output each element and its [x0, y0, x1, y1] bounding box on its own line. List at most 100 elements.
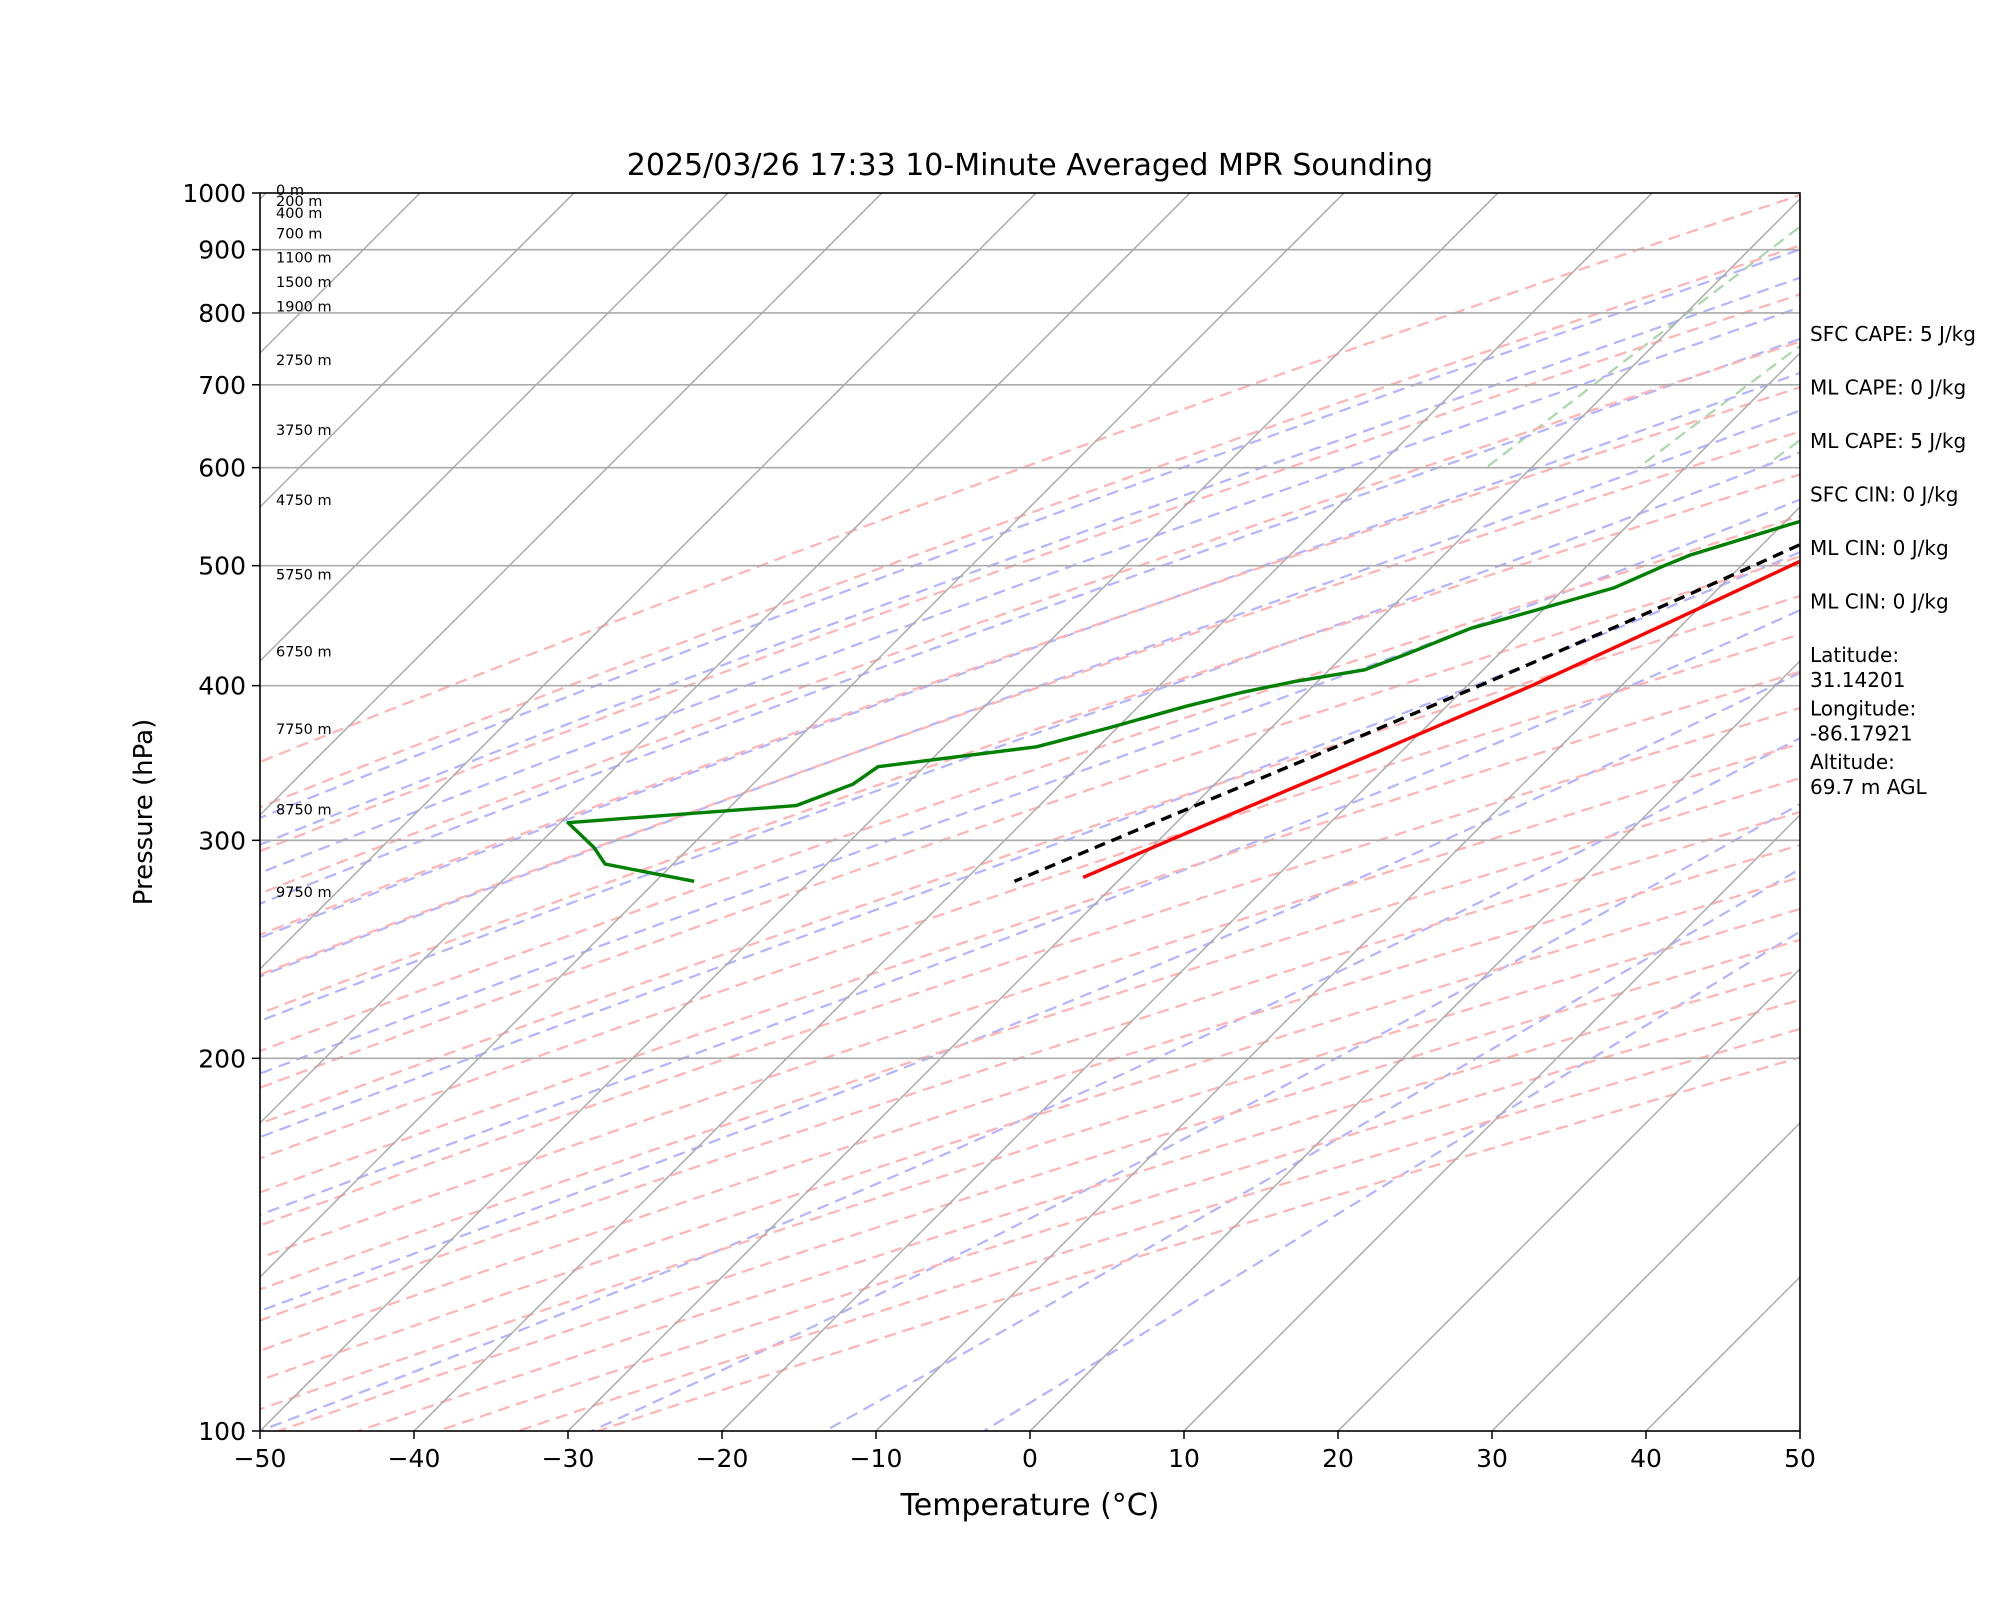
- isotherm-line: [875, 505, 1800, 1431]
- height-label: 6750 m: [276, 644, 332, 660]
- moist-adiabat-line: [591, 802, 1800, 1431]
- parameter-text: SFC CAPE: 5 J/kg: [1810, 322, 1976, 346]
- height-label: 4750 m: [276, 493, 332, 509]
- height-label: 700 m: [276, 227, 322, 243]
- moist-adiabat-line: [260, 550, 1800, 1139]
- height-label: 1500 m: [276, 275, 332, 291]
- parameter-text: ML CAPE: 5 J/kg: [1810, 429, 1966, 453]
- moist-adiabat-line: [260, 671, 1800, 1313]
- isotherm-line: [1029, 659, 1800, 1431]
- height-label: 9750 m: [276, 885, 332, 901]
- y-tick-label: 400: [198, 672, 246, 701]
- y-axis-ticks: 1000 900 800 700 600 500 400 300 200 100: [182, 179, 260, 1446]
- sounding-parameters: SFC CAPE: 5 J/kg ML CAPE: 0 J/kg ML CAPE: …: [1810, 322, 1976, 799]
- y-tick-label: 100: [198, 1417, 246, 1446]
- y-tick-label: 1000: [182, 179, 246, 208]
- isotherm-line: [260, 193, 575, 509]
- isotherm-line: [1337, 967, 1800, 1431]
- x-tick-label: −30: [542, 1444, 595, 1473]
- isotherm-line: [567, 197, 1800, 1431]
- parameter-text: ML CIN: 0 J/kg: [1810, 590, 1949, 614]
- parameter-text: Altitude:: [1810, 750, 1895, 774]
- isotherm-line: [260, 193, 1499, 1431]
- dry-adiabats: [260, 193, 1800, 1431]
- parameter-text: SFC CIN: 0 J/kg: [1810, 483, 1958, 507]
- dry-adiabat-line: [260, 907, 1800, 1411]
- y-tick-label: 300: [198, 826, 246, 855]
- x-axis-ticks: −50 −40 −30 −20 −10 0 10 20 30 40 50: [234, 1431, 1816, 1473]
- isotherm-line: [1491, 1121, 1800, 1431]
- height-label: 7750 m: [276, 722, 332, 738]
- y-tick-label: 500: [198, 552, 246, 581]
- y-tick-label: 900: [198, 236, 246, 265]
- parameter-text: Latitude:: [1810, 643, 1899, 667]
- height-label: 2750 m: [276, 353, 332, 369]
- moist-adiabat-line: [260, 276, 1800, 846]
- y-tick-label: 800: [198, 299, 246, 328]
- height-label: 200 m: [276, 194, 322, 210]
- dry-adiabat-line: [260, 430, 1800, 976]
- x-tick-label: 30: [1476, 1444, 1508, 1473]
- temperature-trace: [1082, 559, 1800, 879]
- parameter-text: ML CAPE: 0 J/kg: [1810, 376, 1966, 400]
- isotherm-line: [260, 193, 1037, 971]
- dry-adiabat-line: [260, 340, 1800, 895]
- height-label: 3750 m: [276, 423, 332, 439]
- sounding-traces: [566, 519, 1800, 883]
- moist-adiabat-line: [260, 248, 1800, 820]
- parameter-text: 31.14201: [1810, 668, 1905, 692]
- moist-adiabat-line: [260, 736, 1800, 1431]
- dry-adiabat-line: [260, 706, 1800, 1227]
- isotherm-line: [260, 193, 1191, 1125]
- isotherm-line: [260, 193, 729, 663]
- y-axis-label: Pressure (hPa): [129, 719, 159, 906]
- moist-adiabat-line: [260, 498, 1800, 1075]
- height-label: 8750 m: [276, 802, 332, 818]
- x-tick-label: −50: [234, 1444, 287, 1473]
- x-tick-label: −10: [850, 1444, 903, 1473]
- dry-adiabat-line: [260, 670, 1800, 1194]
- moist-adiabat-line: [983, 930, 1800, 1431]
- x-tick-label: 0: [1022, 1444, 1038, 1473]
- isotherm-line: [260, 193, 883, 817]
- isotherms: [260, 193, 1800, 1431]
- dewpoint-trace: [566, 519, 1800, 883]
- parameter-text: 69.7 m AGL: [1810, 775, 1928, 799]
- dry-adiabat-line: [260, 193, 1800, 764]
- isobar-gridlines: [260, 248, 1800, 1060]
- moist-adiabat-line: [260, 371, 1800, 939]
- dry-adiabat-line: [260, 776, 1800, 1291]
- height-label: 1100 m: [276, 251, 332, 267]
- isotherm-line: [1183, 813, 1800, 1431]
- dry-adiabat-line: [260, 594, 1800, 1125]
- x-tick-label: 50: [1784, 1444, 1816, 1473]
- height-label: 0 m: [276, 183, 304, 199]
- parameter-text: -86.17921: [1810, 722, 1913, 746]
- dry-adiabat-line: [260, 386, 1800, 936]
- mixing-ratio-line: [1637, 344, 1800, 469]
- x-tick-label: 10: [1168, 1444, 1200, 1473]
- dry-adiabat-line: [260, 633, 1800, 1160]
- x-tick-label: 40: [1630, 1444, 1662, 1473]
- dry-adiabat-line: [260, 293, 1800, 853]
- y-tick-label: 200: [198, 1044, 246, 1073]
- dry-adiabat-line: [260, 843, 1800, 1352]
- isotherm-line: [721, 351, 1800, 1431]
- parameter-text: ML CIN: 0 J/kg: [1810, 536, 1949, 560]
- x-tick-label: −40: [388, 1444, 441, 1473]
- moist-adiabat-line: [260, 608, 1800, 1217]
- x-tick-label: 20: [1322, 1444, 1354, 1473]
- y-tick-label: 700: [198, 371, 246, 400]
- isotherm-line: [413, 193, 1653, 1431]
- parameter-text: Longitude:: [1810, 697, 1916, 721]
- dry-adiabat-line: [260, 473, 1800, 1015]
- height-label: 400 m: [276, 206, 322, 222]
- height-label: 1900 m: [276, 300, 332, 316]
- x-tick-label: −20: [696, 1444, 749, 1473]
- dry-adiabat-line: [260, 514, 1800, 1053]
- height-label: 5750 m: [276, 568, 332, 584]
- x-axis-label: Temperature (°C): [900, 1488, 1160, 1523]
- chart-title: 2025/03/26 17:33 10-Minute Averaged MPR …: [627, 148, 1433, 183]
